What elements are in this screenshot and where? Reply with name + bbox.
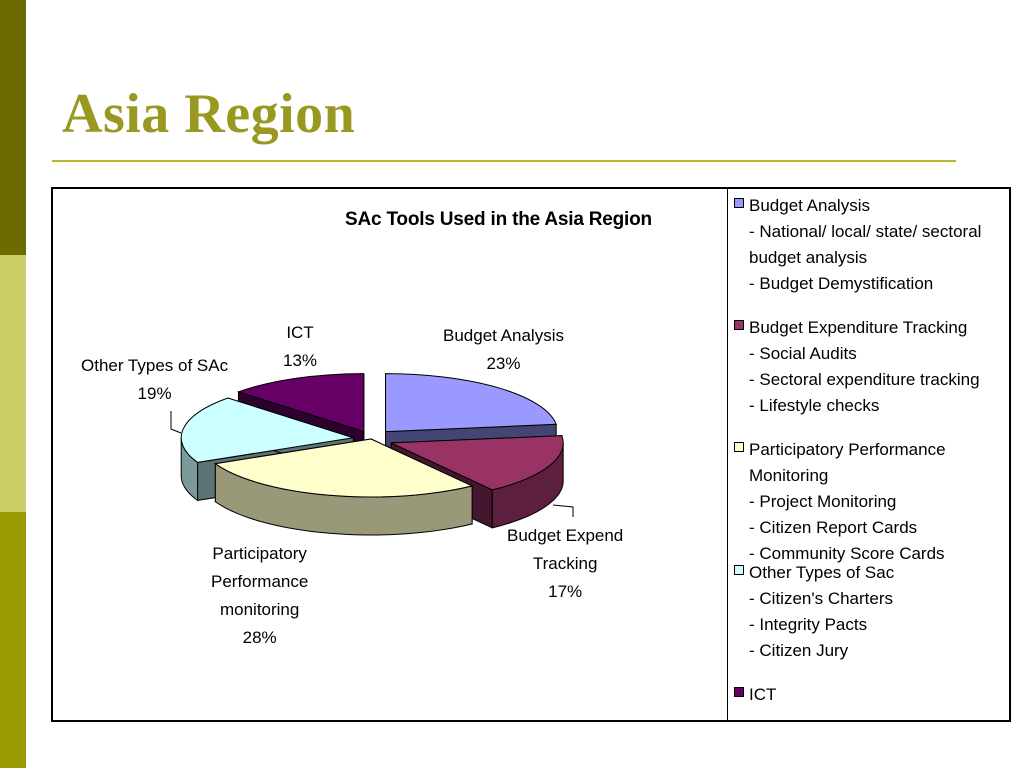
sidebar-accent-middle [0, 255, 26, 512]
legend-swatch [734, 442, 744, 452]
data-label-value: 17% [548, 582, 583, 601]
legend-line: - National/ local/ state/ sectoral [749, 222, 982, 241]
legend-line: budget analysis [749, 248, 868, 267]
legend-entry-budget-analysis: Budget Analysis - National/ local/ state/… [734, 193, 981, 297]
legend-swatch [734, 198, 744, 208]
leader-line-other-types [170, 411, 182, 434]
sidebar-accent-top [0, 0, 26, 255]
legend-entry-budget-expenditure-tracking: Budget Expenditure Tracking - Social Audi… [734, 315, 980, 419]
sidebar-accent-bottom [0, 512, 26, 768]
legend-line: - Citizen Report Cards [749, 518, 918, 537]
data-label-text: Budget Expend [507, 526, 624, 545]
data-label-other-types: Other Types of SAc 19% [81, 352, 228, 408]
legend-text: Other Types of Sac - Citizen's Charters - … [749, 560, 894, 664]
legend-line: Budget Expenditure Tracking [749, 318, 968, 337]
legend-entry-other-types: Other Types of Sac - Citizen's Charters - … [734, 560, 894, 664]
data-label-value: 23% [486, 354, 521, 373]
legend-line: - Integrity Pacts [749, 615, 868, 634]
data-label-text: Participatory [212, 544, 307, 563]
data-label-text: Performance [211, 572, 309, 591]
data-label-text: ICT [286, 323, 314, 342]
legend-text: ICT [749, 682, 776, 708]
legend-swatch [734, 320, 744, 330]
legend-text: Budget Analysis - National/ local/ state/… [749, 193, 981, 297]
chart-frame: SAc Tools Used in the Asia Region Budget… [51, 187, 1011, 722]
data-label-text: Budget Analysis [443, 326, 564, 345]
legend-line: - Sectoral expenditure tracking [749, 370, 980, 389]
leader-line-budget-expend [552, 504, 574, 517]
pie-slice-ict [236, 373, 365, 433]
legend-swatch [734, 687, 744, 697]
legend-line: Budget Analysis [749, 196, 870, 215]
legend-line: - Social Audits [749, 344, 857, 363]
legend-line: - Community Score Cards [749, 544, 945, 563]
legend-line: - Budget Demystification [749, 274, 934, 293]
data-label-text: Tracking [532, 554, 598, 573]
pie-slice-participatory-performance-monitoring [214, 438, 474, 498]
data-label-value: 19% [137, 384, 172, 403]
legend-line: - Citizen Jury [749, 641, 849, 660]
data-label-ict: ICT 13% [283, 319, 317, 375]
legend-line: - Citizen's Charters [749, 589, 894, 608]
pie-slice-other-types-of-sac [180, 397, 354, 463]
data-label-value: 28% [242, 628, 277, 647]
data-label-participatory-performance: Participatory Performance monitoring 28% [211, 540, 308, 652]
data-label-budget-analysis: Budget Analysis 23% [443, 322, 564, 378]
legend-line: - Lifestyle checks [749, 396, 880, 415]
data-label-budget-expend-tracking: Budget Expend Tracking 17% [507, 522, 623, 606]
legend-line: Participatory Performance [749, 440, 946, 459]
legend-line: ICT [749, 685, 777, 704]
data-label-value: 13% [283, 351, 318, 370]
pie-chart [170, 373, 574, 536]
legend-entry-ict: ICT [734, 682, 776, 708]
legend-line: - Project Monitoring [749, 492, 897, 511]
legend-entry-participatory-performance: Participatory Performance Monitoring - Pro… [734, 437, 946, 567]
pie-slice-budget-expend-tracking [390, 435, 564, 491]
title-underline [52, 160, 956, 162]
legend-text: Participatory Performance Monitoring - Pro… [749, 437, 946, 567]
legend-line: Other Types of Sac [749, 563, 895, 582]
legend-text: Budget Expenditure Tracking - Social Audi… [749, 315, 980, 419]
legend: Budget Analysis - National/ local/ state/… [727, 189, 1009, 720]
legend-line: Monitoring [749, 466, 829, 485]
pie-slice-budget-analysis [385, 373, 557, 433]
slide-title: Asia Region [62, 83, 356, 145]
data-label-text: monitoring [219, 600, 300, 619]
data-label-text: Other Types of SAc [81, 356, 229, 375]
legend-swatch [734, 565, 744, 575]
chart-title: SAc Tools Used in the Asia Region [345, 209, 652, 230]
